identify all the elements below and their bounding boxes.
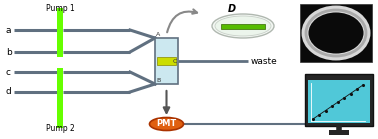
Bar [57,68,63,128]
Point [335,101,341,103]
FancyBboxPatch shape [305,74,373,126]
Text: PMT: PMT [156,120,177,128]
Bar [329,130,349,135]
Text: A: A [156,32,160,37]
Point [360,84,366,86]
Bar [221,24,265,29]
Text: C: C [173,59,177,64]
Text: a: a [6,25,11,34]
Point [329,105,335,107]
Bar [308,80,370,123]
Point [347,92,353,95]
Bar [57,8,63,57]
Text: c: c [6,68,11,76]
Point [310,118,316,120]
Ellipse shape [215,16,271,36]
Point [322,109,328,112]
Ellipse shape [150,117,183,131]
Text: D: D [228,4,236,14]
Text: b: b [6,48,12,56]
Bar [155,38,178,84]
Text: B: B [156,78,160,83]
Text: d: d [6,87,12,96]
Point [316,114,322,116]
Ellipse shape [311,15,361,51]
Ellipse shape [212,14,274,38]
Text: waste: waste [251,56,278,65]
Point [341,97,347,99]
Bar [300,4,372,62]
Text: Pump 1: Pump 1 [46,4,74,13]
Text: Pump 2: Pump 2 [46,124,74,133]
Point [354,88,360,90]
Bar [157,57,176,65]
